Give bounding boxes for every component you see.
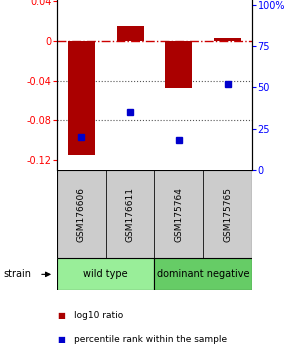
Text: GSM176606: GSM176606: [77, 187, 86, 242]
Text: log10 ratio: log10 ratio: [74, 310, 123, 320]
Text: ■: ■: [57, 310, 65, 320]
Text: percentile rank within the sample: percentile rank within the sample: [74, 335, 226, 344]
FancyBboxPatch shape: [203, 170, 252, 258]
Text: dominant negative: dominant negative: [157, 269, 250, 279]
Bar: [68, 41, 95, 155]
FancyBboxPatch shape: [106, 170, 154, 258]
Text: wild type: wild type: [83, 269, 128, 279]
Text: GSM175765: GSM175765: [223, 187, 232, 242]
Text: GSM175764: GSM175764: [174, 187, 183, 242]
Text: GSM176611: GSM176611: [126, 187, 135, 242]
FancyBboxPatch shape: [57, 170, 106, 258]
Text: strain: strain: [3, 269, 31, 279]
Bar: [117, 26, 143, 41]
FancyBboxPatch shape: [154, 170, 203, 258]
Bar: [166, 41, 192, 88]
Bar: [214, 38, 241, 41]
FancyBboxPatch shape: [57, 258, 154, 290]
Text: ■: ■: [57, 335, 65, 344]
FancyBboxPatch shape: [154, 258, 252, 290]
